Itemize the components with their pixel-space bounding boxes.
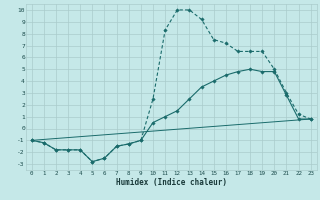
X-axis label: Humidex (Indice chaleur): Humidex (Indice chaleur): [116, 178, 227, 187]
